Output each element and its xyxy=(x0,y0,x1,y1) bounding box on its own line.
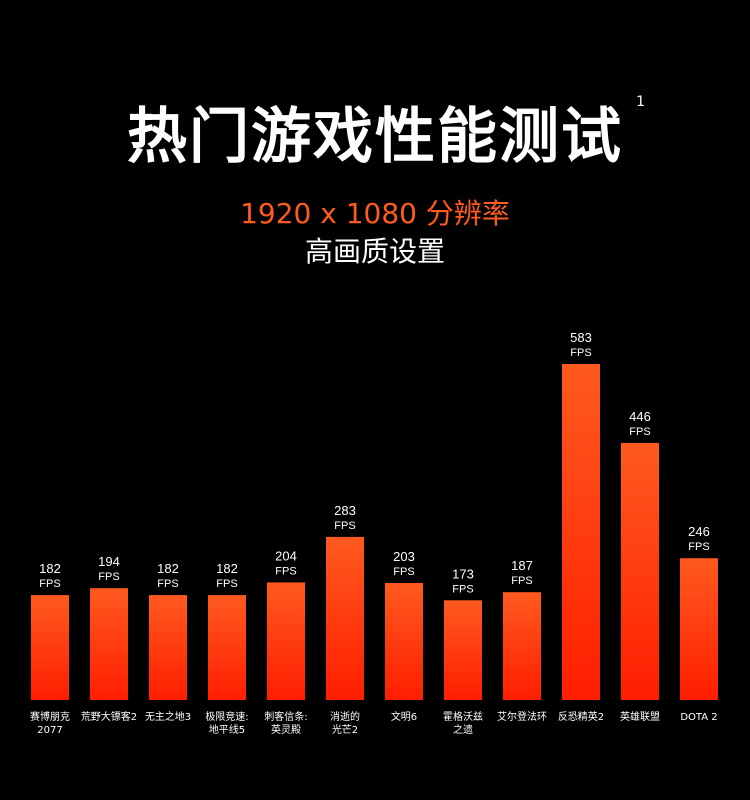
value-label-5: 204 xyxy=(275,548,297,563)
category-label-2: 荒野大镖客2 xyxy=(81,710,137,723)
value-label-12: 246 xyxy=(688,524,710,539)
unit-label-5: FPS xyxy=(275,565,296,577)
category-label-6-line-2: 光芒2 xyxy=(332,723,358,736)
category-label-4-line-1: 极限竞速: xyxy=(205,710,248,723)
unit-label-9: FPS xyxy=(511,575,532,587)
unit-label-10: FPS xyxy=(570,347,591,359)
unit-label-3: FPS xyxy=(157,578,178,590)
bar-9 xyxy=(503,592,541,700)
bar-11 xyxy=(621,442,659,700)
unit-label-1: FPS xyxy=(39,578,60,590)
category-label-5-line-2: 英灵殿 xyxy=(271,723,301,736)
page-title: 热门游戏性能测试 1 xyxy=(127,88,645,175)
category-label-12: DOTA 2 xyxy=(680,712,717,723)
bar-10 xyxy=(562,364,600,700)
unit-label-8: FPS xyxy=(452,583,473,595)
bar-7 xyxy=(385,583,423,700)
unit-label-7: FPS xyxy=(393,566,414,578)
category-label-11: 英雄联盟 xyxy=(620,710,660,723)
category-label-4-line-2: 地平线5 xyxy=(209,723,245,736)
value-label-3: 182 xyxy=(157,561,179,576)
bar-8 xyxy=(444,600,482,700)
value-label-7: 203 xyxy=(393,549,415,564)
title-footnote-mark: 1 xyxy=(636,94,645,110)
value-label-10: 583 xyxy=(570,330,592,345)
category-label-5-line-1: 刺客信条: xyxy=(264,710,307,723)
bar-2 xyxy=(90,588,128,700)
unit-label-11: FPS xyxy=(629,426,650,438)
resolution-subtitle: 1920 x 1080 分辨率 xyxy=(240,197,510,230)
bar-12 xyxy=(680,558,718,700)
category-label-8-line-2: 之遗 xyxy=(453,723,473,736)
bar-3 xyxy=(149,595,187,700)
value-label-4: 182 xyxy=(216,561,238,576)
value-label-6: 283 xyxy=(334,503,356,518)
page-title-text: 热门游戏性能测试 xyxy=(127,102,623,172)
value-label-9: 187 xyxy=(511,558,533,573)
bar-4 xyxy=(208,595,246,700)
value-label-11: 446 xyxy=(629,409,651,424)
unit-label-12: FPS xyxy=(688,541,709,553)
value-label-8: 173 xyxy=(452,566,474,581)
bar-5 xyxy=(267,582,305,700)
category-label-8-line-1: 霍格沃兹 xyxy=(443,710,483,723)
title-wrap: 热门游戏性能测试 1 xyxy=(0,88,750,175)
category-label-7: 文明6 xyxy=(391,710,417,723)
category-label-9: 艾尔登法环 xyxy=(497,710,547,723)
category-label-3: 无主之地3 xyxy=(145,710,191,723)
value-label-1: 182 xyxy=(39,561,61,576)
bar-6 xyxy=(326,536,364,700)
category-label-10: 反恐精英2 xyxy=(558,710,604,723)
category-label-1-line-1: 赛博朋克 xyxy=(30,710,70,723)
bar-1 xyxy=(31,595,69,700)
unit-label-6: FPS xyxy=(334,520,355,532)
value-label-2: 194 xyxy=(98,554,120,569)
bars-group: 182 FPS 赛博朋克 2077 194 FPS 荒野大镖客2 182 FPS 无主之地3 182… xyxy=(30,330,718,736)
category-label-1-line-2: 2077 xyxy=(37,725,62,736)
unit-label-2: FPS xyxy=(98,571,119,583)
unit-label-4: FPS xyxy=(216,578,237,590)
category-label-6-line-1: 消逝的 xyxy=(330,710,360,723)
quality-subtitle: 高画质设置 xyxy=(304,235,445,268)
